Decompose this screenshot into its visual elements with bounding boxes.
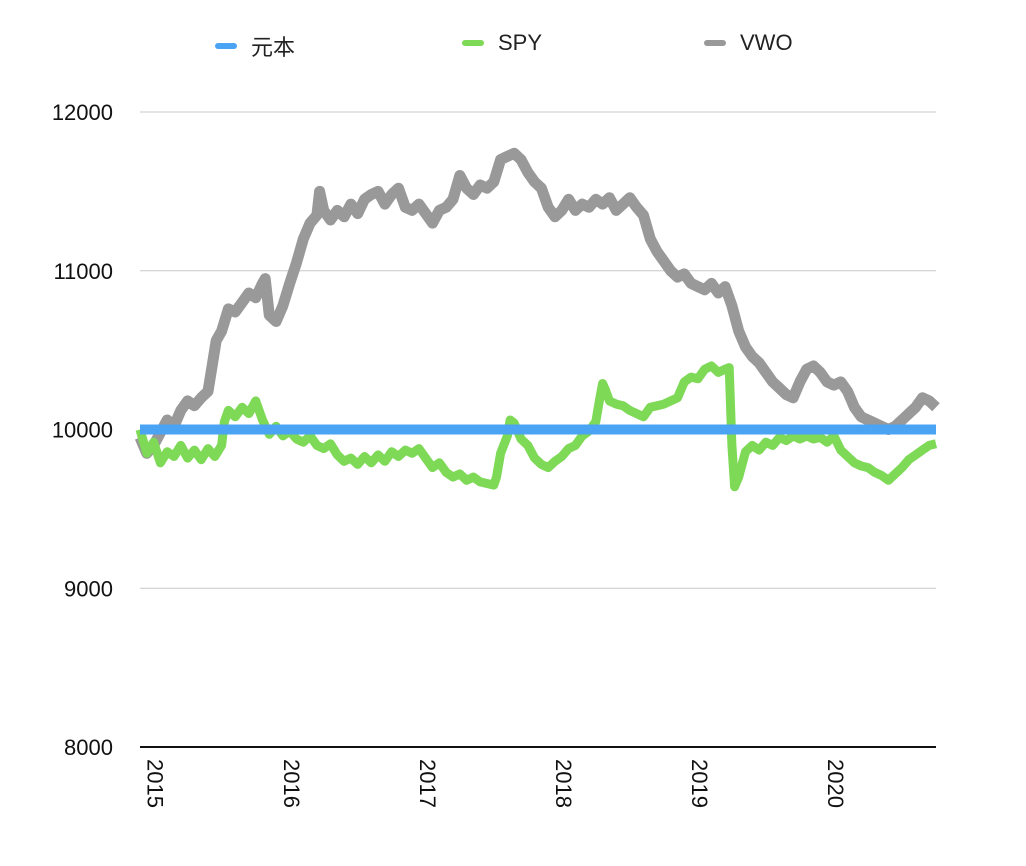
y-tick-label-10000: 10000 <box>52 418 113 443</box>
series-line-vwo <box>134 147 940 459</box>
legend-item-spy: SPY <box>462 30 542 56</box>
x-tick-label-2016: 2016 <box>279 759 304 808</box>
legend-label-vwo: VWO <box>740 30 793 55</box>
x-tick-label-2020: 2020 <box>823 759 848 808</box>
y-tick-label-8000: 8000 <box>64 735 113 760</box>
y-tick-label-12000: 12000 <box>52 100 113 125</box>
axes: 8000 9000 10000 11000 12000 2015 2016 2017 2018 2… <box>52 100 936 808</box>
legend-swatch-spy <box>462 40 484 46</box>
x-tick-label-2015: 2015 <box>143 759 168 808</box>
legend-swatch-principal <box>215 43 237 49</box>
legend-item-principal: 元本 <box>215 30 295 62</box>
legend-swatch-vwo <box>704 40 726 46</box>
series-lines <box>134 147 940 492</box>
legend-item-vwo: VWO <box>704 30 793 56</box>
y-tick-label-11000: 11000 <box>53 259 113 284</box>
x-tick-label-2019: 2019 <box>687 759 712 808</box>
legend: 元本 SPY VWO <box>0 30 1026 60</box>
x-tick-label-2017: 2017 <box>415 759 440 808</box>
y-tick-label-9000: 9000 <box>64 576 113 601</box>
x-tick-label-2018: 2018 <box>551 759 576 808</box>
legend-label-principal: 元本 <box>251 35 296 60</box>
legend-label-spy: SPY <box>498 30 543 55</box>
